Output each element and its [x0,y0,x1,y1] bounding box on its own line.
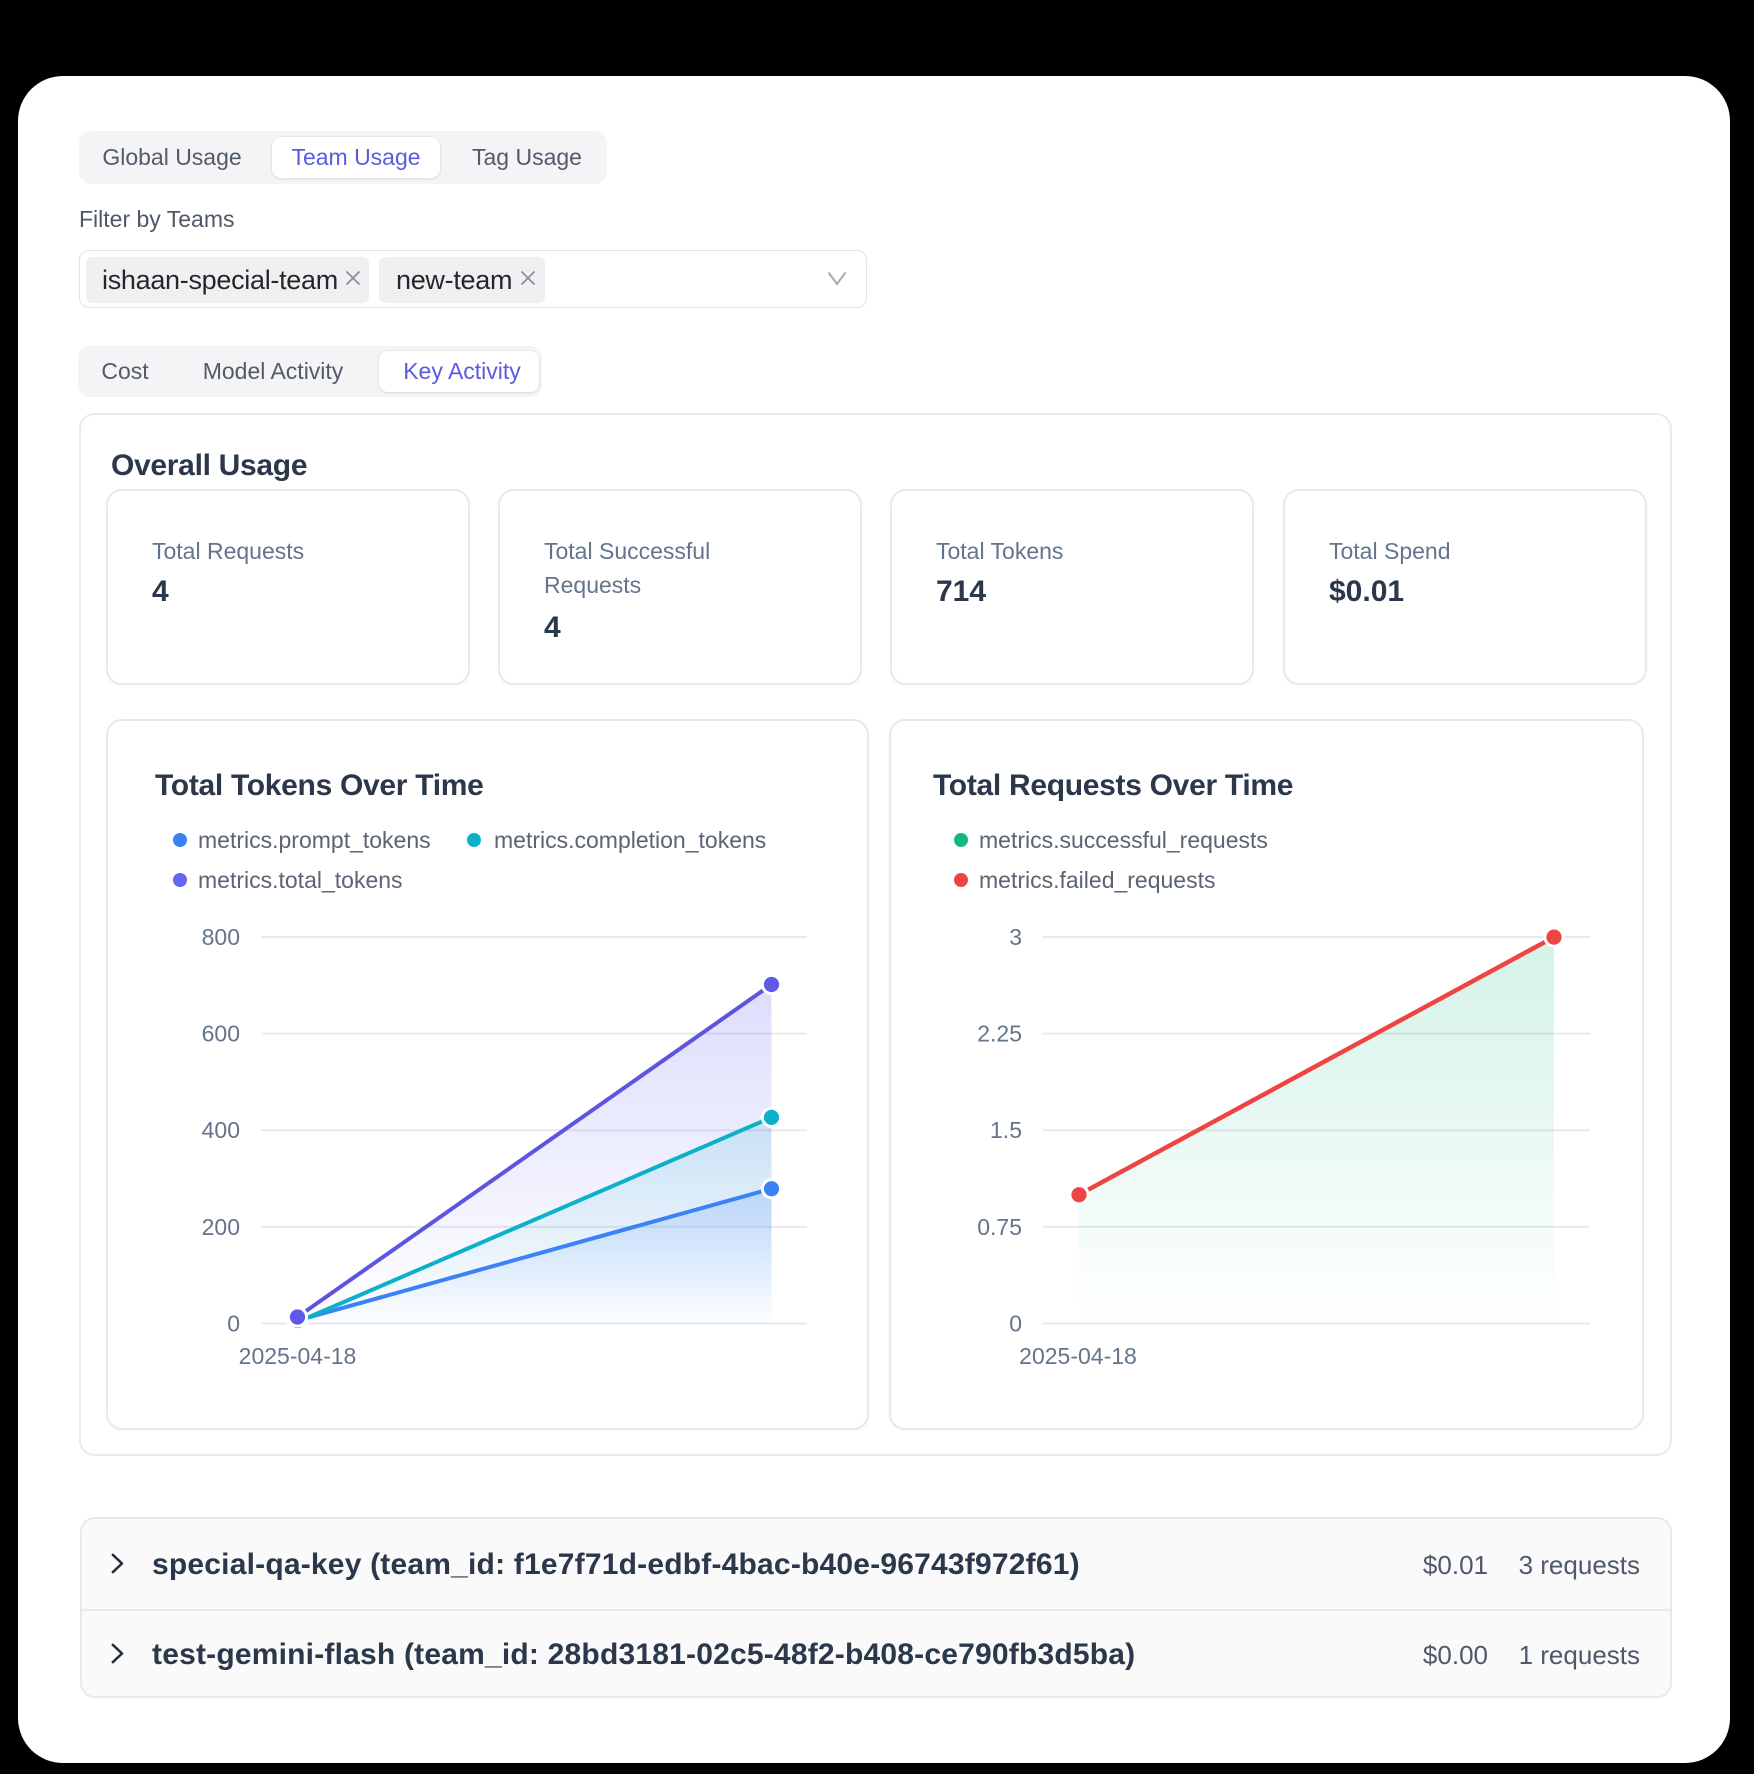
svg-text:800: 800 [202,924,240,950]
svg-text:600: 600 [202,1021,240,1047]
svg-text:0: 0 [1009,1311,1022,1337]
svg-text:2025-04-18: 2025-04-18 [239,1343,357,1369]
svg-text:200: 200 [202,1214,240,1240]
svg-text:400: 400 [202,1117,240,1143]
svg-text:0.75: 0.75 [977,1214,1022,1240]
svg-text:3: 3 [1009,924,1022,950]
svg-text:2.25: 2.25 [977,1021,1022,1047]
svg-text:2025-04-18: 2025-04-18 [1019,1343,1137,1369]
svg-text:1.5: 1.5 [990,1117,1022,1143]
svg-text:0: 0 [227,1311,240,1337]
